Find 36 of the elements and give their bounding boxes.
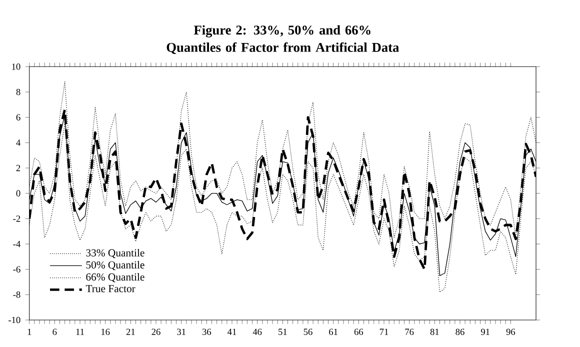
x-tick-label: 66 (354, 328, 364, 336)
x-tick-label: 51 (278, 328, 287, 336)
x-tick-label: 36 (202, 328, 212, 336)
y-tick-label: -4 (13, 241, 20, 248)
y-tick-label: 10 (12, 64, 20, 70)
legend-label: True Factor (86, 285, 136, 292)
x-tick-label: 81 (430, 328, 439, 336)
legend-label: 50% Quantile (86, 261, 144, 270)
x-tick-label: 6 (52, 328, 57, 336)
y-tick-label: 8 (16, 89, 20, 96)
x-tick-label: 26 (152, 328, 160, 336)
y-tick-label: 6 (16, 114, 20, 121)
x-tick-label: 86 (456, 328, 464, 336)
y-tick-label: -6 (13, 266, 20, 273)
chart-title: Figure 2: 33%, 50% and 66% Quantiles of Factor from Artificial Data (166, 25, 399, 54)
x-tick-label: 11 (76, 328, 84, 336)
x-tick-label: 46 (252, 328, 262, 336)
x-tick-label: 71 (380, 328, 388, 336)
x-tick-label: 1 (28, 328, 32, 336)
legend-label: 33% Quantile (86, 249, 144, 258)
x-tick-label: 96 (506, 328, 516, 336)
y-tick-label: -8 (13, 292, 20, 298)
y-tick-label: 2 (16, 165, 20, 172)
x-tick-label: 31 (177, 328, 186, 336)
x-tick-label: 41 (228, 328, 236, 336)
y-tick-label: -10 (8, 317, 20, 324)
x-tick-label: 61 (329, 328, 338, 336)
legend-label: 66% Quantile (86, 273, 144, 282)
x-tick-label: 91 (480, 328, 490, 336)
x-tick-label: 21 (126, 328, 135, 336)
x-tick-label: 76 (405, 328, 414, 336)
x-tick-label: 16 (101, 328, 110, 336)
y-tick-label: 0 (16, 190, 20, 197)
x-tick-label: 56 (304, 328, 312, 336)
y-tick-label: -2 (13, 216, 20, 222)
y-tick-label: 4 (16, 140, 20, 146)
